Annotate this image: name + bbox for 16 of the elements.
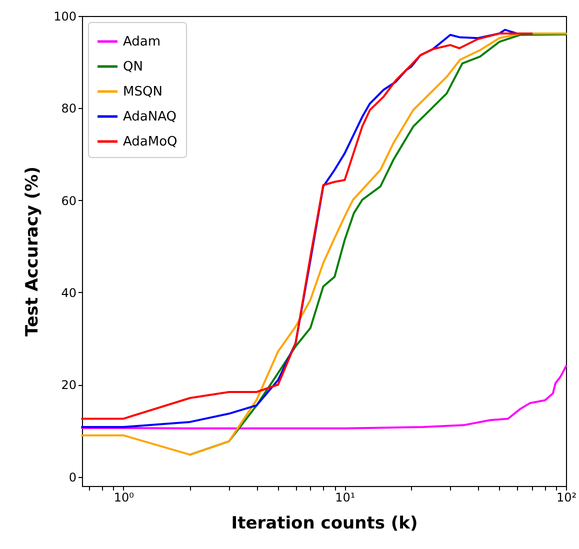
y-tick-label: 80 bbox=[61, 102, 76, 116]
legend-label: AdaMoQ bbox=[123, 134, 178, 150]
legend-label: AdaNAQ bbox=[123, 110, 177, 124]
x-tick-label: 10⁰ bbox=[114, 490, 134, 504]
legend-label: Adam bbox=[123, 34, 161, 50]
x-axis-title: Iteration counts (k) bbox=[231, 514, 418, 534]
y-tick-label: 0 bbox=[68, 470, 76, 484]
legend-label: MSQN bbox=[123, 84, 162, 100]
legend-label: QN bbox=[123, 60, 143, 74]
x-tick-label: 10¹ bbox=[335, 490, 356, 504]
y-tick-label: 60 bbox=[61, 194, 76, 208]
x-tick-label: 10² bbox=[556, 490, 577, 504]
y-axis-title: Test Accuracy (%) bbox=[22, 166, 43, 336]
y-tick-label: 40 bbox=[61, 286, 76, 300]
y-tick-label: 20 bbox=[61, 378, 76, 392]
y-tick-label: 100 bbox=[54, 10, 76, 24]
